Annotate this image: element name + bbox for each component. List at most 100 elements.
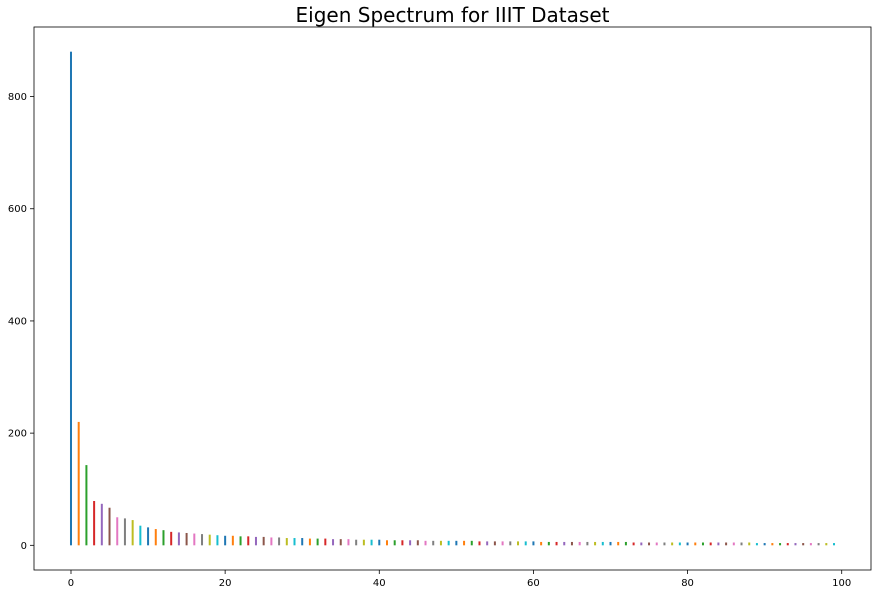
bar-16 — [193, 533, 196, 546]
bar-31 — [308, 538, 311, 546]
bar-99 — [833, 543, 836, 546]
bar-12 — [162, 530, 165, 546]
bar-73 — [632, 542, 635, 546]
bar-36 — [347, 539, 350, 546]
x-tick-label: 80 — [681, 578, 694, 589]
bar-38 — [362, 539, 365, 546]
bar-49 — [447, 540, 450, 546]
bar-58 — [517, 541, 520, 546]
bar-26 — [270, 537, 273, 546]
bar-86 — [732, 542, 735, 546]
bar-6 — [116, 517, 119, 546]
bar-28 — [285, 538, 288, 546]
bar-35 — [339, 539, 342, 546]
y-tick-label: 400 — [8, 316, 27, 327]
bar-71 — [617, 541, 620, 546]
bar-54 — [486, 541, 489, 546]
bar-95 — [802, 543, 805, 546]
bar-20 — [224, 535, 227, 546]
bar-29 — [293, 538, 296, 546]
bar-97 — [817, 543, 820, 546]
y-tick-label: 200 — [8, 429, 27, 440]
chart-title: Eigen Spectrum for IIIT Dataset — [295, 3, 610, 27]
bar-62 — [547, 541, 550, 546]
bar-63 — [555, 541, 558, 546]
bar-90 — [763, 543, 766, 546]
bar-72 — [624, 541, 627, 546]
bar-44 — [409, 540, 412, 546]
bar-87 — [740, 542, 743, 546]
bar-48 — [439, 540, 442, 546]
plot-area — [33, 26, 872, 571]
bar-4 — [100, 503, 103, 546]
bar-19 — [216, 535, 219, 546]
bar-3 — [93, 501, 96, 546]
bar-93 — [786, 543, 789, 546]
bar-11 — [154, 529, 157, 546]
bar-14 — [177, 532, 180, 546]
bar-85 — [725, 542, 728, 546]
bar-25 — [262, 536, 265, 546]
bar-77 — [663, 542, 666, 546]
bar-65 — [570, 541, 573, 546]
x-tick-label: 0 — [68, 578, 74, 589]
bar-30 — [301, 538, 304, 546]
bar-10 — [147, 527, 150, 546]
bar-27 — [278, 537, 281, 546]
y-tick-label: 600 — [8, 204, 27, 215]
bar-39 — [370, 539, 373, 546]
bar-21 — [231, 535, 234, 546]
bar-18 — [208, 534, 211, 546]
bar-59 — [524, 541, 527, 546]
bar-41 — [385, 540, 388, 546]
bar-64 — [563, 541, 566, 546]
bar-46 — [424, 540, 427, 546]
bar-60 — [532, 541, 535, 546]
bar-83 — [709, 542, 712, 546]
bar-55 — [493, 541, 496, 546]
bar-67 — [586, 541, 589, 546]
y-axis-ticks: 0 200 400 600 800 — [8, 92, 34, 552]
bar-94 — [794, 543, 797, 546]
bar-8 — [131, 520, 134, 546]
bar-84 — [717, 542, 720, 546]
bar-75 — [648, 542, 651, 546]
bar-74 — [640, 542, 643, 546]
bar-1 — [77, 421, 80, 546]
bars-layer — [69, 51, 836, 546]
bar-15 — [185, 532, 188, 546]
bar-52 — [470, 540, 473, 546]
bar-91 — [771, 543, 774, 546]
bar-45 — [416, 540, 419, 546]
bar-89 — [755, 543, 758, 546]
bar-43 — [401, 540, 404, 546]
bar-76 — [655, 542, 658, 546]
bar-24 — [254, 536, 257, 546]
bar-78 — [671, 542, 674, 546]
x-tick-label: 20 — [219, 578, 232, 589]
bar-22 — [239, 536, 242, 546]
bar-51 — [463, 540, 466, 546]
bar-17 — [201, 534, 204, 546]
bar-79 — [678, 542, 681, 546]
bar-69 — [601, 541, 604, 546]
bar-23 — [247, 536, 250, 546]
bar-34 — [332, 539, 335, 546]
x-axis-ticks: 0 20 40 60 80 100 — [68, 570, 851, 589]
bar-88 — [748, 542, 751, 546]
bar-81 — [694, 542, 697, 546]
bar-56 — [501, 541, 504, 546]
bar-57 — [509, 541, 512, 546]
bar-80 — [686, 542, 689, 546]
bar-53 — [478, 541, 481, 546]
y-tick-label: 800 — [8, 92, 27, 103]
bar-61 — [540, 541, 543, 546]
bar-33 — [324, 538, 327, 546]
bar-47 — [432, 540, 435, 546]
bar-40 — [378, 539, 381, 546]
bar-42 — [393, 540, 396, 546]
bar-92 — [779, 543, 782, 546]
y-tick-label: 0 — [21, 541, 27, 552]
bar-82 — [701, 542, 704, 546]
